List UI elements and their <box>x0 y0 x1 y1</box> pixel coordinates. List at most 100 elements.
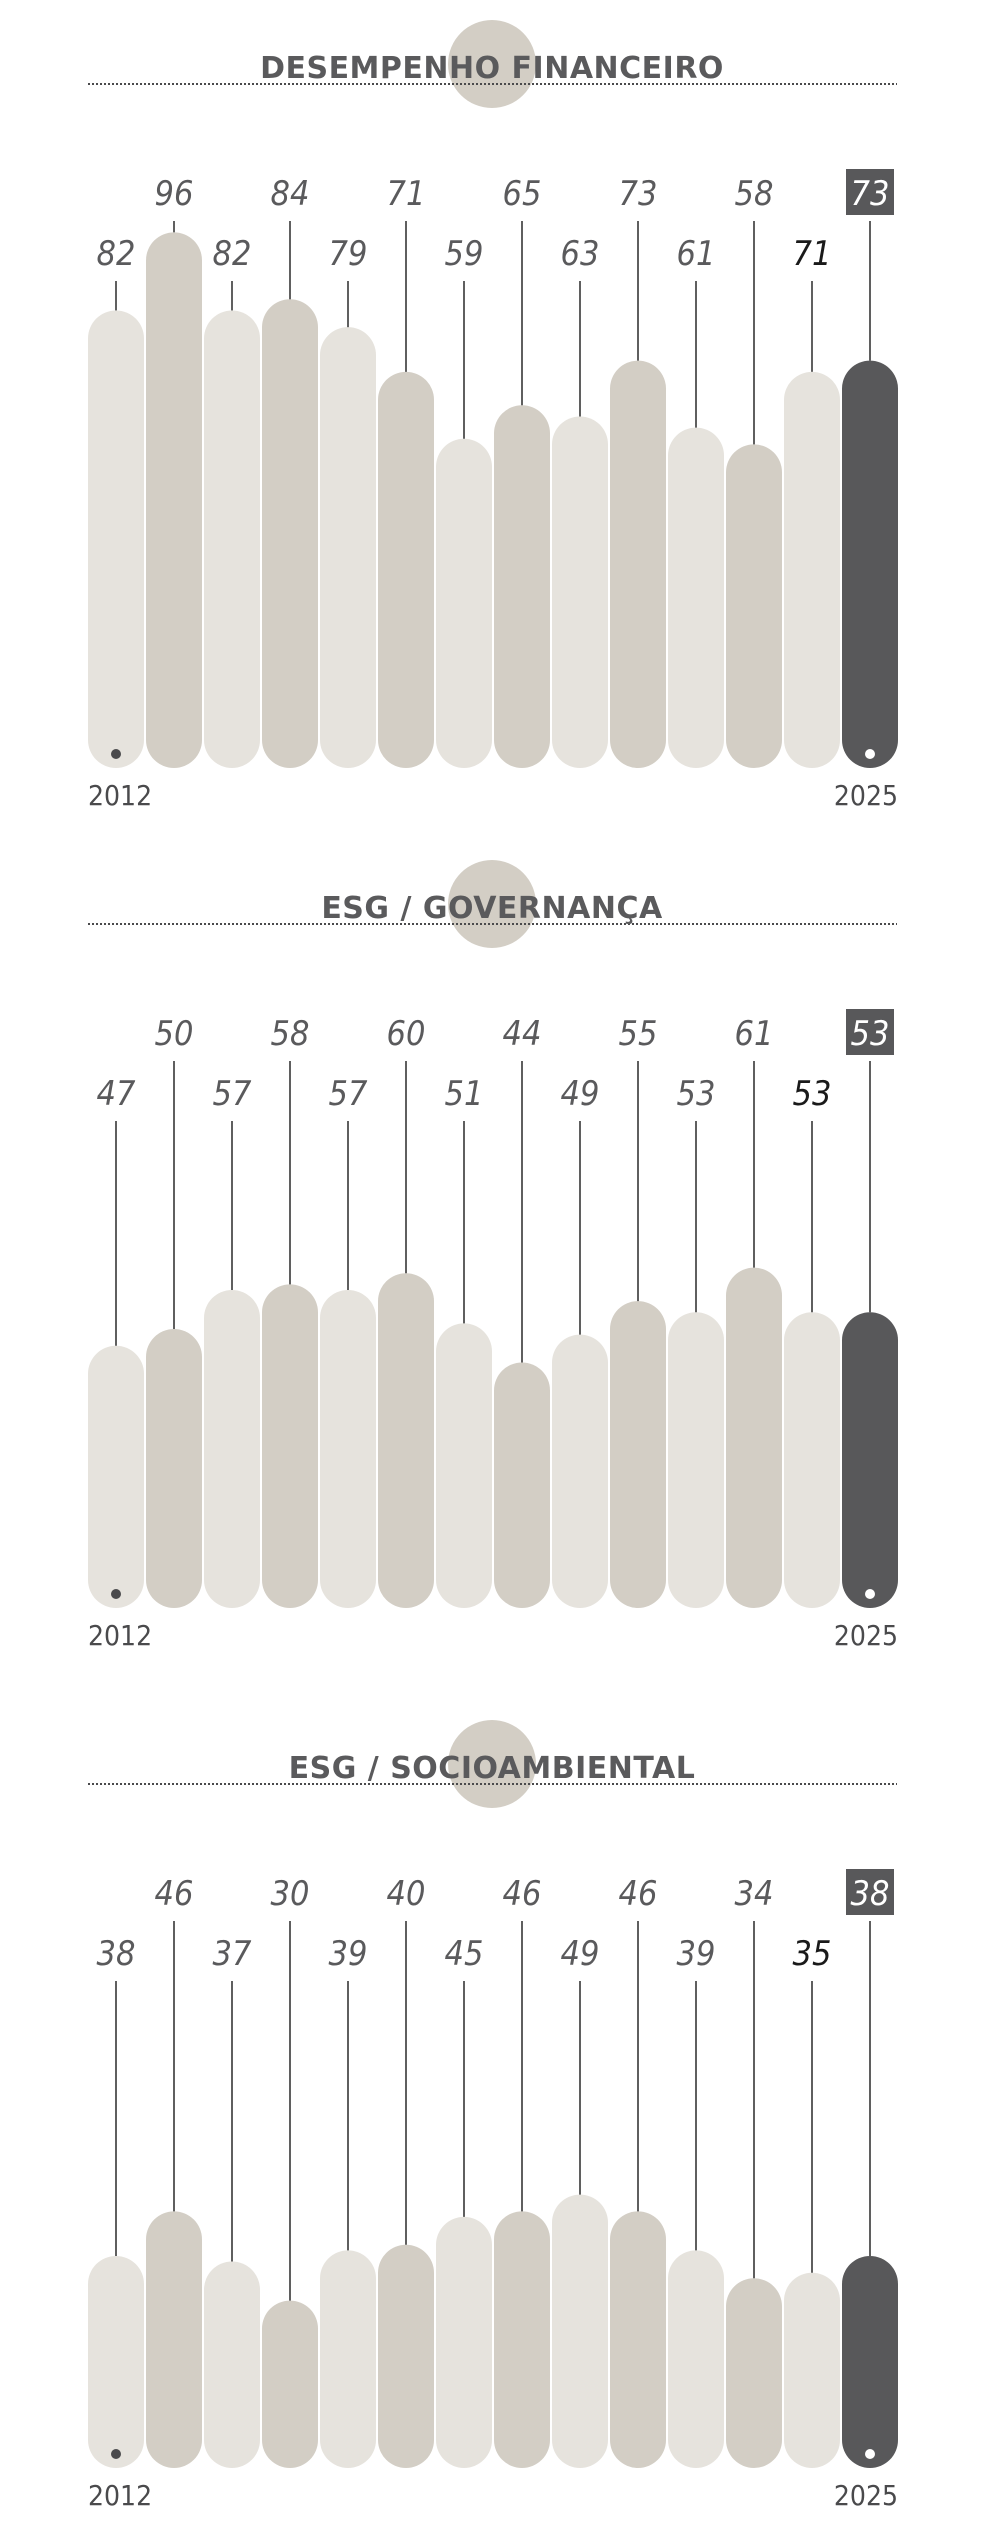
chart-esg-governanca: ESG / GOVERNANÇA 47 50 57 58 57 60 51 44 49 55 53 61… <box>0 840 984 1670</box>
chart-title: ESG / GOVERNANÇA <box>321 891 663 926</box>
bar-4 <box>320 2250 376 2468</box>
chart-desempenho-financeiro: DESEMPENHO FINANCEIRO 82 96 82 84 79 71 59 65 63 7… <box>0 0 984 830</box>
value-label-13: 73 <box>851 174 890 214</box>
bar-13 <box>842 2255 898 2468</box>
bar-4 <box>320 327 376 768</box>
bar-1 <box>146 232 202 768</box>
bar-8 <box>552 416 608 768</box>
start-dot <box>111 749 121 759</box>
bar-5 <box>378 371 434 768</box>
start-dot <box>111 2449 121 2459</box>
bar-5 <box>378 2244 434 2468</box>
bar-11 <box>726 444 782 768</box>
bar-8 <box>552 1334 608 1608</box>
start-year-label: 2012 <box>88 2479 152 2512</box>
bar-7 <box>494 1362 550 1608</box>
value-label-3: 84 <box>271 174 310 214</box>
chart-1-svg: ESG / GOVERNANÇA 47 50 57 58 57 60 51 44 49 55 53 61… <box>88 860 898 1652</box>
value-label-11: 61 <box>735 1014 774 1054</box>
bar-3 <box>262 2300 318 2468</box>
value-label-0: 38 <box>97 1934 136 1974</box>
bar-10 <box>668 1312 724 1608</box>
value-label-4: 57 <box>329 1074 368 1114</box>
value-label-6: 45 <box>445 1934 484 1974</box>
value-label-9: 55 <box>619 1014 658 1054</box>
start-year-label: 2012 <box>88 1619 152 1652</box>
bar-11 <box>726 1267 782 1608</box>
chart-esg-socioambiental: ESG / SOCIOAMBIENTAL 38 46 37 30 39 40 45 46 49 46… <box>0 1700 984 2527</box>
bar-3 <box>262 299 318 768</box>
value-label-9: 46 <box>619 1874 658 1914</box>
value-label-7: 44 <box>503 1014 542 1054</box>
bar-6 <box>436 1323 492 1608</box>
title-circle <box>448 20 536 108</box>
value-label-7: 65 <box>503 174 542 214</box>
value-label-10: 39 <box>677 1934 716 1974</box>
bar-10 <box>668 427 724 768</box>
value-label-2: 82 <box>213 234 252 274</box>
bar-9 <box>610 360 666 768</box>
value-label-1: 46 <box>155 1874 194 1914</box>
value-label-6: 51 <box>445 1074 484 1114</box>
value-label-8: 49 <box>561 1934 600 1974</box>
value-label-3: 58 <box>271 1014 310 1054</box>
bar-11 <box>726 2278 782 2468</box>
value-label-1: 50 <box>155 1014 194 1054</box>
value-label-9: 73 <box>619 174 658 214</box>
chart-title: ESG / SOCIOAMBIENTAL <box>289 1751 696 1786</box>
bar-1 <box>146 1329 202 1608</box>
value-box-last <box>846 169 894 215</box>
start-year-label: 2012 <box>88 779 152 812</box>
value-box-last <box>846 1009 894 1055</box>
value-label-12: 71 <box>793 234 832 274</box>
bar-9 <box>610 2211 666 2468</box>
bar-6 <box>436 438 492 768</box>
bar-6 <box>436 2216 492 2468</box>
value-label-12: 53 <box>793 1074 832 1114</box>
value-label-6: 59 <box>445 234 484 274</box>
value-label-0: 47 <box>97 1074 136 1114</box>
value-label-8: 63 <box>561 234 600 274</box>
title-circle <box>448 1720 536 1808</box>
bar-7 <box>494 405 550 768</box>
bar-12 <box>784 1312 840 1608</box>
value-label-12: 35 <box>793 1934 832 1974</box>
chart-0-svg: DESEMPENHO FINANCEIRO 82 96 82 84 79 71 59 65 63 7… <box>88 20 898 812</box>
end-dot <box>865 2449 875 2459</box>
value-label-3: 30 <box>271 1874 310 1914</box>
value-label-5: 40 <box>387 1874 426 1914</box>
end-year-label: 2025 <box>834 1619 898 1652</box>
value-label-11: 58 <box>735 174 774 214</box>
bar-2 <box>204 2261 260 2468</box>
bar-2 <box>204 310 260 768</box>
bar-12 <box>784 2272 840 2468</box>
value-label-2: 57 <box>213 1074 252 1114</box>
value-label-13: 38 <box>851 1874 890 1914</box>
bar-13 <box>842 360 898 768</box>
value-label-4: 39 <box>329 1934 368 1974</box>
bar-7 <box>494 2211 550 2468</box>
value-label-0: 82 <box>97 234 136 274</box>
value-label-10: 53 <box>677 1074 716 1114</box>
bar-8 <box>552 2194 608 2468</box>
value-label-4: 79 <box>329 234 368 274</box>
value-label-10: 61 <box>677 234 716 274</box>
bar-0 <box>88 1345 144 1608</box>
end-year-label: 2025 <box>834 779 898 812</box>
end-dot <box>865 749 875 759</box>
value-label-1: 96 <box>155 174 194 214</box>
value-label-2: 37 <box>213 1934 252 1974</box>
bar-10 <box>668 2250 724 2468</box>
start-dot <box>111 1589 121 1599</box>
end-dot <box>865 1589 875 1599</box>
value-box-last <box>846 1869 894 1915</box>
title-circle <box>448 860 536 948</box>
value-label-7: 46 <box>503 1874 542 1914</box>
bar-5 <box>378 1273 434 1608</box>
bar-1 <box>146 2211 202 2468</box>
chart-2-svg: ESG / SOCIOAMBIENTAL 38 46 37 30 39 40 45 46 49 46… <box>88 1720 898 2512</box>
bar-12 <box>784 371 840 768</box>
bar-3 <box>262 1284 318 1608</box>
bar-4 <box>320 1289 376 1608</box>
end-year-label: 2025 <box>834 2479 898 2512</box>
